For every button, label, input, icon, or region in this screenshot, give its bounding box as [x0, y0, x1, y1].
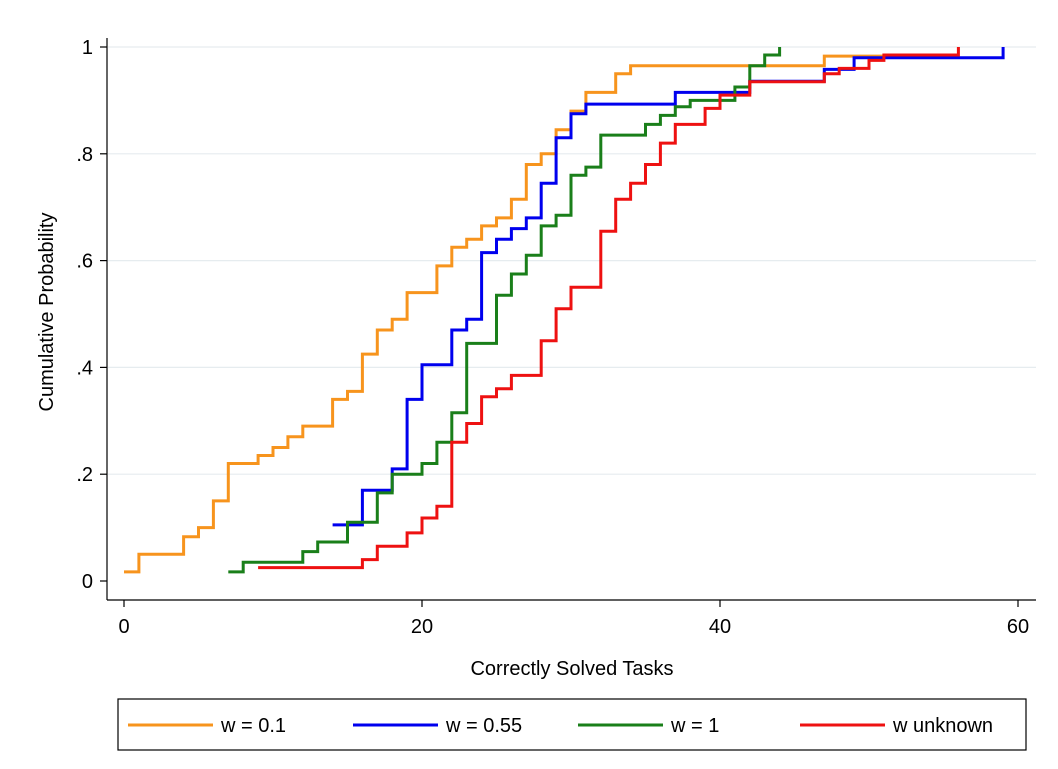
y-tick-label: .2: [76, 464, 93, 486]
legend: w = 0.1 w = 0.55 w = 1 w unknown: [117, 698, 1027, 751]
gridlines: [108, 46, 1036, 475]
y-axis-title: Cumulative Probability: [36, 213, 58, 412]
y-tick-label: 0: [82, 571, 93, 593]
axes: [106, 38, 1036, 601]
x-tick-label: 0: [118, 616, 129, 638]
x-tick-label: 60: [1007, 616, 1029, 638]
legend-label-2: w = 1: [670, 715, 719, 737]
series-lines: [124, 47, 1005, 574]
x-ticks: 0 20 40 60: [118, 600, 1029, 638]
x-tick-label: 20: [411, 616, 433, 638]
legend-label-0: w = 0.1: [220, 715, 286, 737]
y-tick-label: 1: [82, 37, 93, 59]
y-tick-label: .8: [76, 144, 93, 166]
y-ticks: 0 .2 .4 .6 .8 1: [76, 37, 107, 593]
x-tick-label: 40: [709, 616, 731, 638]
legend-label-3: w unknown: [892, 715, 993, 737]
y-tick-label: .6: [76, 251, 93, 273]
y-tick-label: .4: [76, 357, 93, 379]
series-line-3: [258, 47, 960, 570]
legend-label-1: w = 0.55: [445, 715, 522, 737]
x-axis-title: Correctly Solved Tasks: [470, 658, 673, 680]
series-line-2: [228, 47, 782, 574]
